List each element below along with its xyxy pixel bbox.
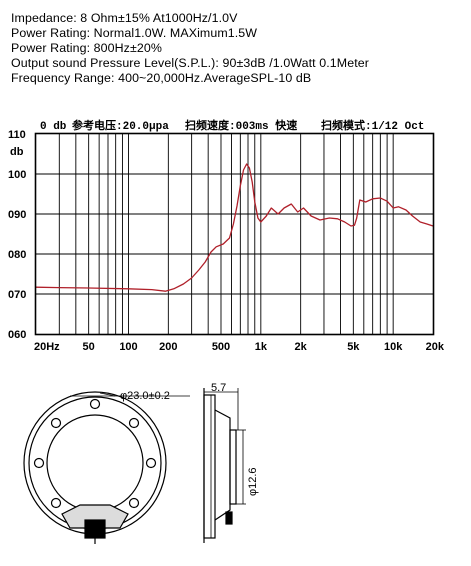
mount-hole [50, 417, 62, 429]
side-magnet [229, 429, 237, 505]
speaker-front-view [23, 391, 167, 544]
mount-hole [128, 497, 140, 509]
y-tick-label: 110 [8, 129, 26, 141]
dimension-magnet [236, 429, 246, 505]
chart-header-sweep-mode: 扫频模式:1/12 Oct [321, 118, 424, 133]
y-tick-label: 090 [8, 209, 26, 221]
speaker-side-view [203, 388, 237, 543]
x-tick-label: 2k [295, 341, 308, 353]
y-axis-label: db [10, 146, 24, 158]
mount-hole [128, 417, 140, 429]
mount-hole [145, 457, 157, 469]
mount-hole [50, 497, 62, 509]
terminal-pad [61, 504, 129, 529]
y-tick-label: 100 [8, 169, 26, 181]
x-tick-label: 1k [255, 341, 268, 353]
terminal-tab [84, 519, 106, 539]
y-tick-label: 060 [8, 329, 26, 341]
side-frame [203, 394, 216, 539]
x-tick-label: 100 [119, 341, 137, 353]
y-tick-label: 080 [8, 249, 26, 261]
spec-resonance: Power Rating: 800Hz±20% [11, 41, 162, 55]
chart-header-left: 0 db [40, 121, 67, 133]
spl-curve [35, 163, 434, 292]
spec-impedance: Impedance: 8 Ohm±15% At1000Hz/1.0V [11, 11, 238, 25]
x-tick-label: 20Hz [34, 341, 60, 353]
spec-frequency-range: Frequency Range: 400~20,000Hz.AverageSPL… [11, 71, 312, 85]
x-tick-label: 5k [347, 341, 360, 353]
diameter-label: φ23.0±0.2 [120, 390, 170, 402]
x-tick-label: 10k [384, 341, 403, 353]
side-basket [214, 409, 231, 521]
chart-header-sweep-speed: 扫频速度:003ms 快速 [185, 118, 297, 133]
spec-spl: Output sound Pressure Level(S.P.L.): 90±… [11, 56, 369, 70]
x-tick-label: 200 [159, 341, 177, 353]
spec-power-rating: Power Rating: Normal1.0W. MAXimum1.5W [11, 26, 258, 40]
dimension-depth [204, 388, 239, 430]
dimension-diameter [70, 392, 190, 397]
x-tick-label: 500 [212, 341, 230, 353]
y-axis-ticks: 110 100 090 080 070 060 [8, 129, 26, 341]
front-cone [46, 414, 144, 512]
front-outer-rim [23, 391, 167, 535]
mount-hole [89, 398, 101, 410]
magnet-label: φ12.6 [247, 467, 259, 496]
x-axis-ticks: 20Hz 50 100 200 500 1k 2k 5k 10k 20k [34, 341, 445, 353]
mount-hole [33, 457, 45, 469]
x-tick-label: 20k [426, 341, 445, 353]
chart-header-reference: 参考电压:20.0μpa [72, 118, 169, 133]
front-inner-rim [28, 396, 162, 530]
chart-grid [36, 134, 433, 334]
depth-label: 5.7 [211, 382, 226, 394]
frequency-response-chart: 0 db 参考电压:20.0μpa 扫频速度:003ms 快速 扫频模式:1/1… [8, 118, 445, 353]
spec-list: Impedance: 8 Ohm±15% At1000Hz/1.0V Power… [11, 11, 369, 86]
chart-frame [34, 132, 435, 336]
x-tick-label: 50 [83, 341, 95, 353]
y-tick-label: 070 [8, 289, 26, 301]
side-terminal [225, 511, 233, 525]
